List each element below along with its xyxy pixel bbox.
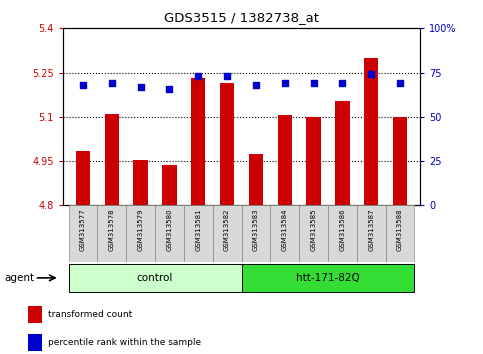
Point xyxy=(339,80,346,86)
Text: control: control xyxy=(137,273,173,283)
Text: GSM313585: GSM313585 xyxy=(311,208,316,251)
Text: GSM313587: GSM313587 xyxy=(368,208,374,251)
FancyBboxPatch shape xyxy=(242,205,270,262)
Text: GSM313580: GSM313580 xyxy=(167,208,172,251)
FancyBboxPatch shape xyxy=(385,205,414,262)
FancyBboxPatch shape xyxy=(184,205,213,262)
Bar xyxy=(133,160,148,205)
Bar xyxy=(191,79,205,205)
Point xyxy=(368,72,375,77)
Bar xyxy=(105,114,119,205)
Text: GSM313584: GSM313584 xyxy=(282,208,288,251)
Point xyxy=(396,80,404,86)
FancyBboxPatch shape xyxy=(357,205,385,262)
FancyBboxPatch shape xyxy=(69,205,98,262)
Text: htt-171-82Q: htt-171-82Q xyxy=(296,273,360,283)
Text: transformed count: transformed count xyxy=(48,310,132,319)
FancyBboxPatch shape xyxy=(155,205,184,262)
FancyBboxPatch shape xyxy=(126,205,155,262)
Text: percentile rank within the sample: percentile rank within the sample xyxy=(48,338,201,347)
Bar xyxy=(393,117,407,205)
Text: GSM313583: GSM313583 xyxy=(253,208,259,251)
Text: agent: agent xyxy=(5,273,35,283)
Point xyxy=(223,73,231,79)
Bar xyxy=(28,306,42,323)
Text: GSM313581: GSM313581 xyxy=(195,208,201,251)
Bar xyxy=(278,115,292,205)
Text: GSM313577: GSM313577 xyxy=(80,208,86,251)
Text: GSM313588: GSM313588 xyxy=(397,208,403,251)
Text: GSM313579: GSM313579 xyxy=(138,208,143,251)
FancyBboxPatch shape xyxy=(98,205,126,262)
Point xyxy=(166,86,173,91)
Bar xyxy=(364,58,378,205)
Bar xyxy=(306,117,321,205)
FancyBboxPatch shape xyxy=(213,205,242,262)
Point xyxy=(137,84,144,90)
Bar xyxy=(76,151,90,205)
Bar xyxy=(249,154,263,205)
Text: GSM313578: GSM313578 xyxy=(109,208,115,251)
Bar xyxy=(162,165,177,205)
FancyBboxPatch shape xyxy=(328,205,357,262)
Point xyxy=(79,82,87,88)
Bar xyxy=(335,101,350,205)
Bar xyxy=(220,83,234,205)
Point xyxy=(252,82,260,88)
FancyBboxPatch shape xyxy=(242,263,414,292)
FancyBboxPatch shape xyxy=(299,205,328,262)
Text: GSM313582: GSM313582 xyxy=(224,208,230,251)
Point xyxy=(194,73,202,79)
Point xyxy=(108,80,115,86)
Point xyxy=(281,80,289,86)
Text: GSM313586: GSM313586 xyxy=(340,208,345,251)
FancyBboxPatch shape xyxy=(270,205,299,262)
Point xyxy=(310,80,317,86)
FancyBboxPatch shape xyxy=(69,263,242,292)
Text: GDS3515 / 1382738_at: GDS3515 / 1382738_at xyxy=(164,11,319,24)
Bar xyxy=(28,334,42,351)
